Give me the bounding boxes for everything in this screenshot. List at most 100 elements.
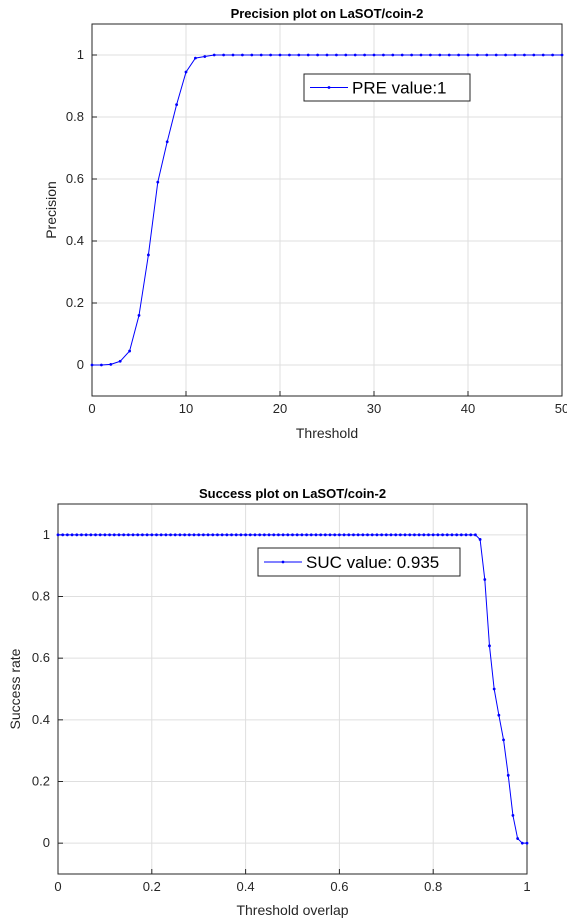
data-point xyxy=(511,814,515,817)
data-point xyxy=(94,533,97,537)
data-point xyxy=(136,533,140,537)
data-point xyxy=(413,533,416,537)
data-point xyxy=(464,533,468,537)
data-point xyxy=(262,533,266,537)
data-point xyxy=(338,533,341,537)
data-point xyxy=(141,533,144,537)
data-point xyxy=(422,533,426,537)
data-point xyxy=(100,363,103,367)
data-point xyxy=(506,773,510,777)
data-point xyxy=(417,533,421,537)
data-point xyxy=(319,533,323,537)
data-point xyxy=(291,533,294,537)
y-tick-label: 0.4 xyxy=(66,233,84,248)
data-point xyxy=(400,53,404,57)
x-axis-label: Threshold xyxy=(296,425,358,441)
data-point xyxy=(305,533,308,537)
success-plot: 0 0.2 0.4 0.6 0.8 1 0 0.2 0.4 0.6 0.8 1 SUC value: 0… xyxy=(7,486,531,918)
data-point xyxy=(192,533,196,537)
data-point xyxy=(98,533,102,537)
data-point xyxy=(118,359,122,363)
y-tick-label: 0 xyxy=(43,835,50,850)
data-point xyxy=(65,533,69,537)
x-tick-label: 0 xyxy=(88,401,95,416)
data-point xyxy=(183,533,187,537)
data-point xyxy=(131,533,135,537)
data-point xyxy=(112,533,116,537)
data-point xyxy=(335,53,338,57)
x-tick-label: 10 xyxy=(179,401,193,416)
data-point xyxy=(56,533,60,537)
legend-label: PRE value:1 xyxy=(352,79,447,98)
data-point xyxy=(316,53,319,57)
data-point xyxy=(427,533,430,537)
data-point xyxy=(230,533,233,537)
data-point xyxy=(269,53,272,57)
x-tick-label: 0.6 xyxy=(330,879,348,894)
data-point xyxy=(361,533,365,537)
y-axis-label: Success rate xyxy=(7,648,23,729)
data-point xyxy=(502,738,505,742)
data-point xyxy=(103,533,107,537)
data-point xyxy=(184,70,188,74)
data-point xyxy=(408,533,412,537)
data-point xyxy=(150,533,154,537)
data-point xyxy=(306,53,310,57)
data-point xyxy=(492,687,496,691)
x-tick-label: 0.8 xyxy=(424,879,442,894)
data-point xyxy=(109,362,113,366)
data-point xyxy=(90,363,94,367)
data-point xyxy=(169,533,172,537)
data-point xyxy=(504,53,507,57)
data-point xyxy=(352,533,355,537)
x-tick-label: 20 xyxy=(273,401,287,416)
data-point xyxy=(398,533,402,537)
data-point xyxy=(438,53,442,57)
data-point xyxy=(212,53,216,57)
data-point xyxy=(497,713,501,717)
data-point xyxy=(459,533,463,537)
data-point xyxy=(244,533,248,537)
data-point xyxy=(272,533,276,537)
data-point xyxy=(394,533,398,537)
data-point xyxy=(156,180,160,184)
x-tick-label: 30 xyxy=(367,401,381,416)
data-point xyxy=(323,533,327,537)
data-point xyxy=(309,533,313,537)
data-point xyxy=(89,533,93,537)
data-point xyxy=(445,533,449,537)
data-point xyxy=(551,53,554,57)
data-point xyxy=(466,53,470,57)
x-axis-label: Threshold overlap xyxy=(236,902,348,918)
data-point xyxy=(441,533,444,537)
y-axis-label: Precision xyxy=(43,181,59,239)
data-point xyxy=(80,533,83,537)
y-tick-label: 0.4 xyxy=(32,712,50,727)
data-point xyxy=(75,533,79,537)
data-point xyxy=(277,533,280,537)
data-point xyxy=(494,53,498,57)
data-point xyxy=(234,533,238,537)
y-tick-label: 0 xyxy=(77,357,84,372)
data-point xyxy=(258,533,262,537)
data-point xyxy=(297,53,301,57)
data-point xyxy=(344,53,348,57)
data-point xyxy=(197,533,201,537)
data-point xyxy=(363,53,366,57)
data-point xyxy=(370,533,374,537)
data-point xyxy=(485,53,489,57)
data-point xyxy=(560,53,564,57)
x-tick-label: 1 xyxy=(523,879,530,894)
data-point xyxy=(314,533,318,537)
data-point xyxy=(541,53,545,57)
axes-box xyxy=(91,23,563,397)
data-point xyxy=(216,533,219,537)
data-point xyxy=(211,533,215,537)
data-point xyxy=(372,53,376,57)
data-point xyxy=(61,533,65,537)
data-point xyxy=(488,644,491,648)
data-point xyxy=(347,533,351,537)
data-point xyxy=(295,533,299,537)
data-point xyxy=(389,533,393,537)
data-point xyxy=(126,533,130,537)
